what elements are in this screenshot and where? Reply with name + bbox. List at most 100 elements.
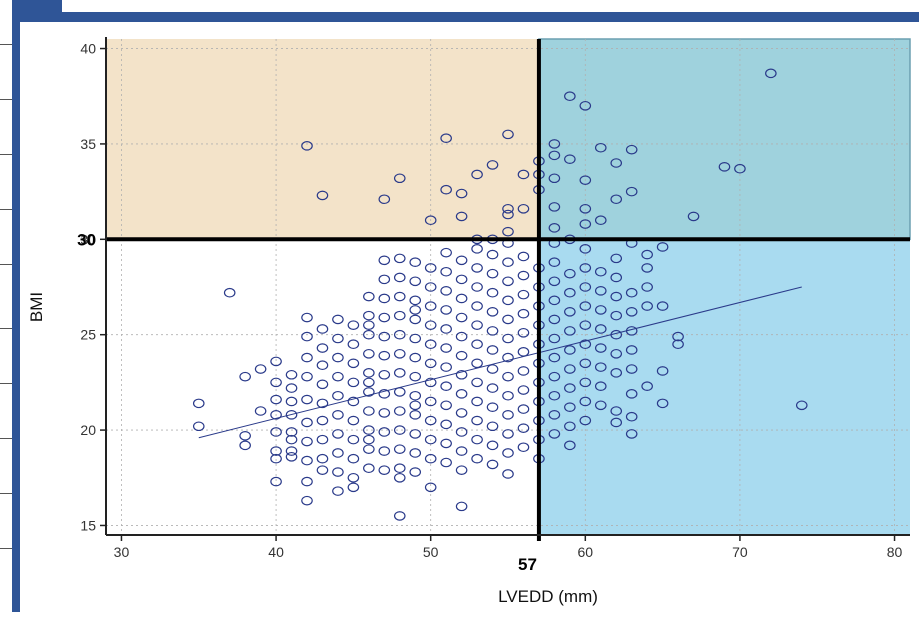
data-point	[455, 446, 468, 456]
data-point	[610, 310, 623, 321]
data-point	[502, 129, 514, 140]
data-point	[270, 394, 282, 405]
data-point	[393, 253, 406, 264]
data-point	[270, 377, 282, 388]
data-point	[610, 348, 623, 359]
data-point	[502, 352, 514, 363]
data-point	[332, 352, 344, 363]
data-point	[347, 434, 360, 445]
data-point	[471, 339, 483, 350]
data-point	[424, 282, 437, 292]
data-point	[393, 272, 406, 283]
ruler-tick	[0, 383, 12, 384]
data-point	[517, 442, 530, 453]
data-point	[409, 314, 422, 325]
data-point	[718, 162, 731, 172]
data-point	[455, 369, 468, 380]
data-point	[502, 276, 514, 287]
data-point	[517, 385, 530, 395]
data-point	[641, 301, 653, 311]
data-point	[378, 465, 391, 475]
data-point	[393, 425, 406, 435]
data-point	[672, 339, 684, 350]
data-point	[378, 312, 391, 323]
data-point	[316, 465, 329, 475]
data-point	[502, 410, 514, 420]
data-point	[471, 434, 483, 445]
data-point	[424, 377, 437, 388]
data-point	[393, 291, 406, 302]
data-point	[378, 389, 391, 399]
data-point	[486, 421, 499, 432]
data-point	[502, 469, 514, 479]
chart-panel: 30 40 50 60 70 80 15 20 25 30 35 40 30 57 LVEDD (m…	[20, 22, 919, 612]
data-point	[440, 266, 452, 277]
data-point	[270, 410, 282, 420]
data-point	[594, 400, 607, 411]
data-point	[316, 415, 329, 426]
data-point	[734, 163, 746, 174]
data-point	[254, 406, 267, 416]
data-point	[363, 310, 375, 321]
data-point	[455, 188, 468, 199]
data-point	[564, 326, 576, 336]
region-lower-right	[538, 239, 910, 536]
data-point	[363, 463, 375, 474]
data-point	[378, 293, 391, 304]
data-point	[363, 348, 375, 359]
data-point	[579, 339, 592, 350]
top-bar	[62, 0, 919, 12]
data-point	[564, 383, 576, 393]
y-tick-label: 25	[80, 327, 96, 343]
data-point	[363, 291, 375, 302]
data-point	[332, 467, 344, 477]
data-point	[223, 287, 236, 298]
data-point	[347, 320, 360, 330]
ruler-tick	[0, 328, 12, 329]
data-point	[424, 320, 437, 330]
x-tick-label: 40	[268, 544, 284, 560]
data-point	[192, 398, 205, 409]
data-point	[625, 306, 638, 317]
data-point	[548, 314, 561, 325]
data-point	[332, 486, 344, 496]
threshold-label-lvedd: 57	[518, 555, 537, 574]
data-point	[564, 345, 576, 355]
data-point	[625, 429, 638, 439]
data-point	[393, 463, 406, 474]
data-point	[455, 408, 468, 418]
data-point	[409, 333, 422, 344]
data-point	[393, 310, 406, 321]
data-point	[393, 329, 406, 340]
data-point	[363, 444, 375, 454]
data-point	[409, 448, 422, 458]
data-point	[471, 453, 483, 464]
data-point	[378, 446, 391, 456]
ruler-tick	[0, 548, 12, 549]
data-point	[656, 366, 669, 376]
data-point	[409, 371, 422, 382]
data-point	[393, 173, 406, 184]
data-point	[486, 287, 499, 298]
data-point	[332, 448, 344, 458]
data-point	[517, 308, 530, 319]
data-point	[625, 186, 638, 197]
x-tick-label: 30	[114, 544, 130, 560]
data-point	[409, 276, 422, 287]
data-point	[564, 91, 576, 102]
data-point	[471, 244, 483, 254]
data-point	[424, 339, 437, 350]
data-point	[239, 440, 251, 451]
left-ruler-strip	[0, 0, 12, 612]
data-point	[440, 286, 452, 296]
data-point	[285, 451, 298, 462]
data-point	[393, 348, 406, 359]
data-point	[486, 440, 499, 451]
data-point	[393, 368, 406, 378]
data-point	[455, 293, 468, 304]
data-point	[656, 242, 669, 252]
data-point	[610, 158, 623, 168]
data-point	[517, 404, 530, 414]
data-point	[517, 366, 530, 376]
data-point	[579, 282, 592, 292]
